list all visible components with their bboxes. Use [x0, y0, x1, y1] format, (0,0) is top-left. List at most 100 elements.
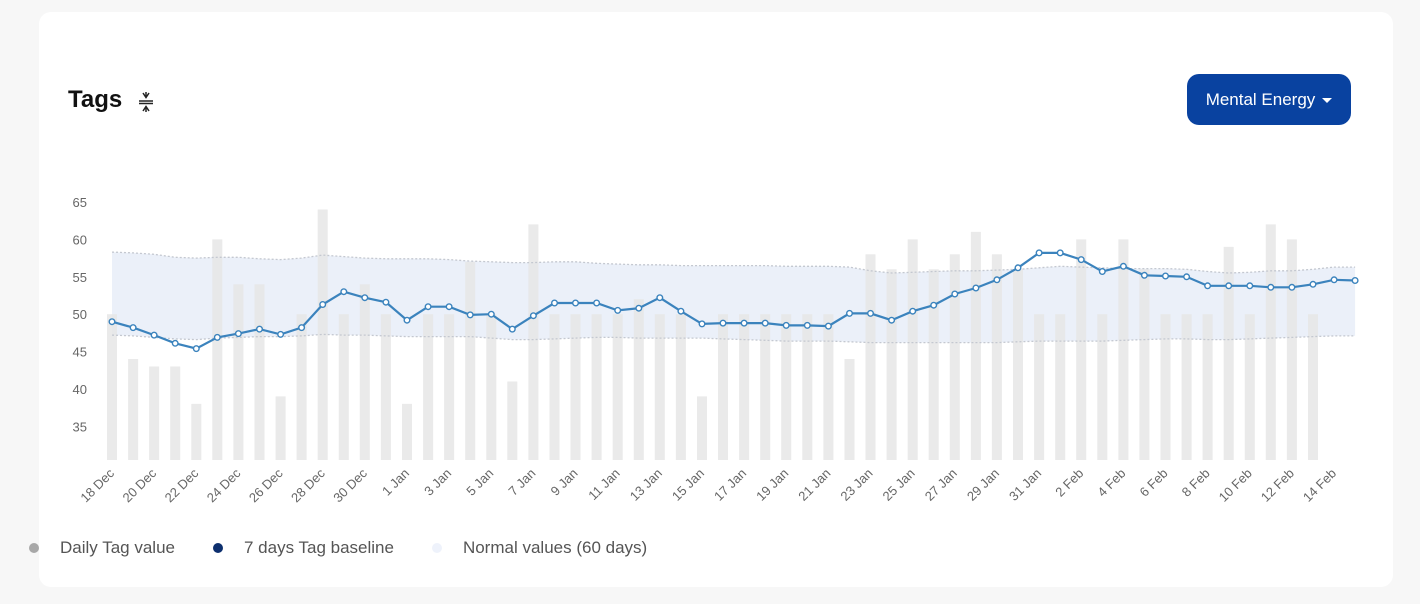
baseline-point[interactable] — [445, 303, 453, 311]
baseline-point[interactable] — [361, 294, 369, 302]
daily-value-bar[interactable] — [970, 231, 981, 460]
baseline-point[interactable] — [256, 325, 264, 333]
baseline-point[interactable] — [277, 330, 285, 338]
baseline-point[interactable] — [551, 299, 559, 307]
baseline-point[interactable] — [529, 312, 537, 320]
daily-value-bar[interactable] — [254, 284, 265, 460]
daily-value-bar[interactable] — [1013, 269, 1023, 460]
baseline-point[interactable] — [593, 299, 601, 307]
daily-value-bar[interactable] — [423, 314, 434, 460]
baseline-point[interactable] — [1056, 249, 1064, 257]
daily-value-bar[interactable] — [549, 314, 560, 460]
baseline-point[interactable] — [1288, 283, 1296, 291]
collapse-icon[interactable] — [136, 90, 156, 114]
baseline-point[interactable] — [466, 311, 474, 319]
baseline-point[interactable] — [930, 301, 938, 309]
baseline-point[interactable] — [171, 339, 179, 347]
baseline-point[interactable] — [319, 301, 327, 309]
baseline-point[interactable] — [1267, 283, 1275, 291]
baseline-point[interactable] — [951, 290, 959, 298]
daily-value-bar[interactable] — [380, 314, 391, 460]
baseline-point[interactable] — [846, 309, 854, 317]
daily-value-bar[interactable] — [128, 359, 139, 460]
baseline-point[interactable] — [972, 284, 980, 292]
tag-select-dropdown[interactable]: Mental Energy — [1187, 74, 1351, 125]
legend-item[interactable]: Normal values (60 days) — [431, 538, 647, 558]
daily-value-bar[interactable] — [107, 314, 117, 460]
daily-value-bar[interactable] — [170, 366, 181, 461]
daily-value-bar[interactable] — [296, 314, 307, 460]
baseline-point[interactable] — [803, 321, 811, 329]
daily-value-bar[interactable] — [823, 314, 834, 460]
baseline-point[interactable] — [108, 318, 116, 326]
daily-value-bar[interactable] — [781, 314, 792, 460]
baseline-point[interactable] — [1161, 272, 1169, 280]
baseline-point[interactable] — [1225, 282, 1233, 290]
daily-value-bar[interactable] — [591, 314, 602, 460]
baseline-point[interactable] — [888, 316, 896, 324]
daily-value-bar[interactable] — [507, 381, 518, 461]
baseline-point[interactable] — [909, 307, 917, 315]
baseline-point[interactable] — [129, 324, 137, 332]
daily-value-bar[interactable] — [1308, 314, 1318, 460]
daily-value-bar[interactable] — [444, 314, 455, 460]
baseline-point[interactable] — [1309, 280, 1317, 288]
baseline-point[interactable] — [761, 319, 769, 327]
daily-value-bar[interactable] — [338, 314, 349, 460]
daily-value-bar[interactable] — [465, 261, 476, 460]
baseline-point[interactable] — [572, 299, 580, 307]
baseline-point[interactable] — [213, 333, 221, 341]
daily-value-bar[interactable] — [1286, 239, 1297, 460]
baseline-point[interactable] — [1014, 264, 1022, 272]
baseline-point[interactable] — [698, 320, 706, 328]
daily-value-bar[interactable] — [928, 269, 939, 460]
daily-value-bar[interactable] — [486, 314, 497, 460]
baseline-point[interactable] — [677, 307, 685, 315]
baseline-point[interactable] — [340, 288, 348, 296]
daily-value-bar[interactable] — [844, 359, 855, 460]
daily-value-bar[interactable] — [907, 239, 918, 460]
daily-value-bar[interactable] — [991, 254, 1002, 460]
baseline-point[interactable] — [403, 316, 411, 324]
baseline-point[interactable] — [150, 331, 158, 339]
daily-value-bar[interactable] — [654, 314, 665, 460]
baseline-point[interactable] — [192, 345, 200, 353]
baseline-point[interactable] — [1098, 268, 1106, 276]
baseline-point[interactable] — [1077, 256, 1085, 264]
baseline-point[interactable] — [1204, 282, 1212, 290]
daily-value-bar[interactable] — [1139, 269, 1150, 460]
daily-value-bar[interactable] — [275, 396, 286, 460]
daily-value-bar[interactable] — [1055, 314, 1066, 460]
baseline-point[interactable] — [298, 324, 306, 332]
daily-value-bar[interactable] — [865, 254, 876, 460]
daily-value-bar[interactable] — [1244, 314, 1255, 460]
baseline-point[interactable] — [508, 325, 516, 333]
daily-value-bar[interactable] — [1223, 246, 1234, 460]
baseline-point[interactable] — [487, 310, 495, 318]
daily-value-bar[interactable] — [949, 254, 960, 460]
daily-value-bar[interactable] — [718, 314, 728, 460]
baseline-point[interactable] — [993, 276, 1001, 284]
baseline-point[interactable] — [424, 303, 432, 311]
daily-value-bar[interactable] — [191, 403, 202, 460]
baseline-point[interactable] — [1183, 273, 1191, 281]
daily-value-bar[interactable] — [570, 314, 581, 460]
daily-value-bar[interactable] — [612, 314, 623, 460]
daily-value-bar[interactable] — [359, 284, 370, 460]
daily-value-bar[interactable] — [1265, 224, 1276, 460]
daily-value-bar[interactable] — [739, 314, 750, 460]
baseline-point[interactable] — [1351, 277, 1359, 285]
daily-value-bar[interactable] — [317, 209, 328, 461]
baseline-point[interactable] — [782, 321, 790, 329]
daily-value-bar[interactable] — [1034, 314, 1045, 460]
daily-value-bar[interactable] — [1160, 314, 1171, 460]
daily-value-bar[interactable] — [1181, 314, 1192, 460]
baseline-point[interactable] — [382, 298, 390, 306]
legend-item[interactable]: Daily Tag value — [29, 538, 175, 558]
baseline-point[interactable] — [867, 309, 875, 317]
baseline-point[interactable] — [1119, 262, 1127, 270]
legend-item[interactable]: 7 days Tag baseline — [212, 538, 394, 558]
baseline-point[interactable] — [1246, 282, 1254, 290]
baseline-point[interactable] — [740, 319, 748, 327]
daily-value-bar[interactable] — [760, 314, 771, 460]
